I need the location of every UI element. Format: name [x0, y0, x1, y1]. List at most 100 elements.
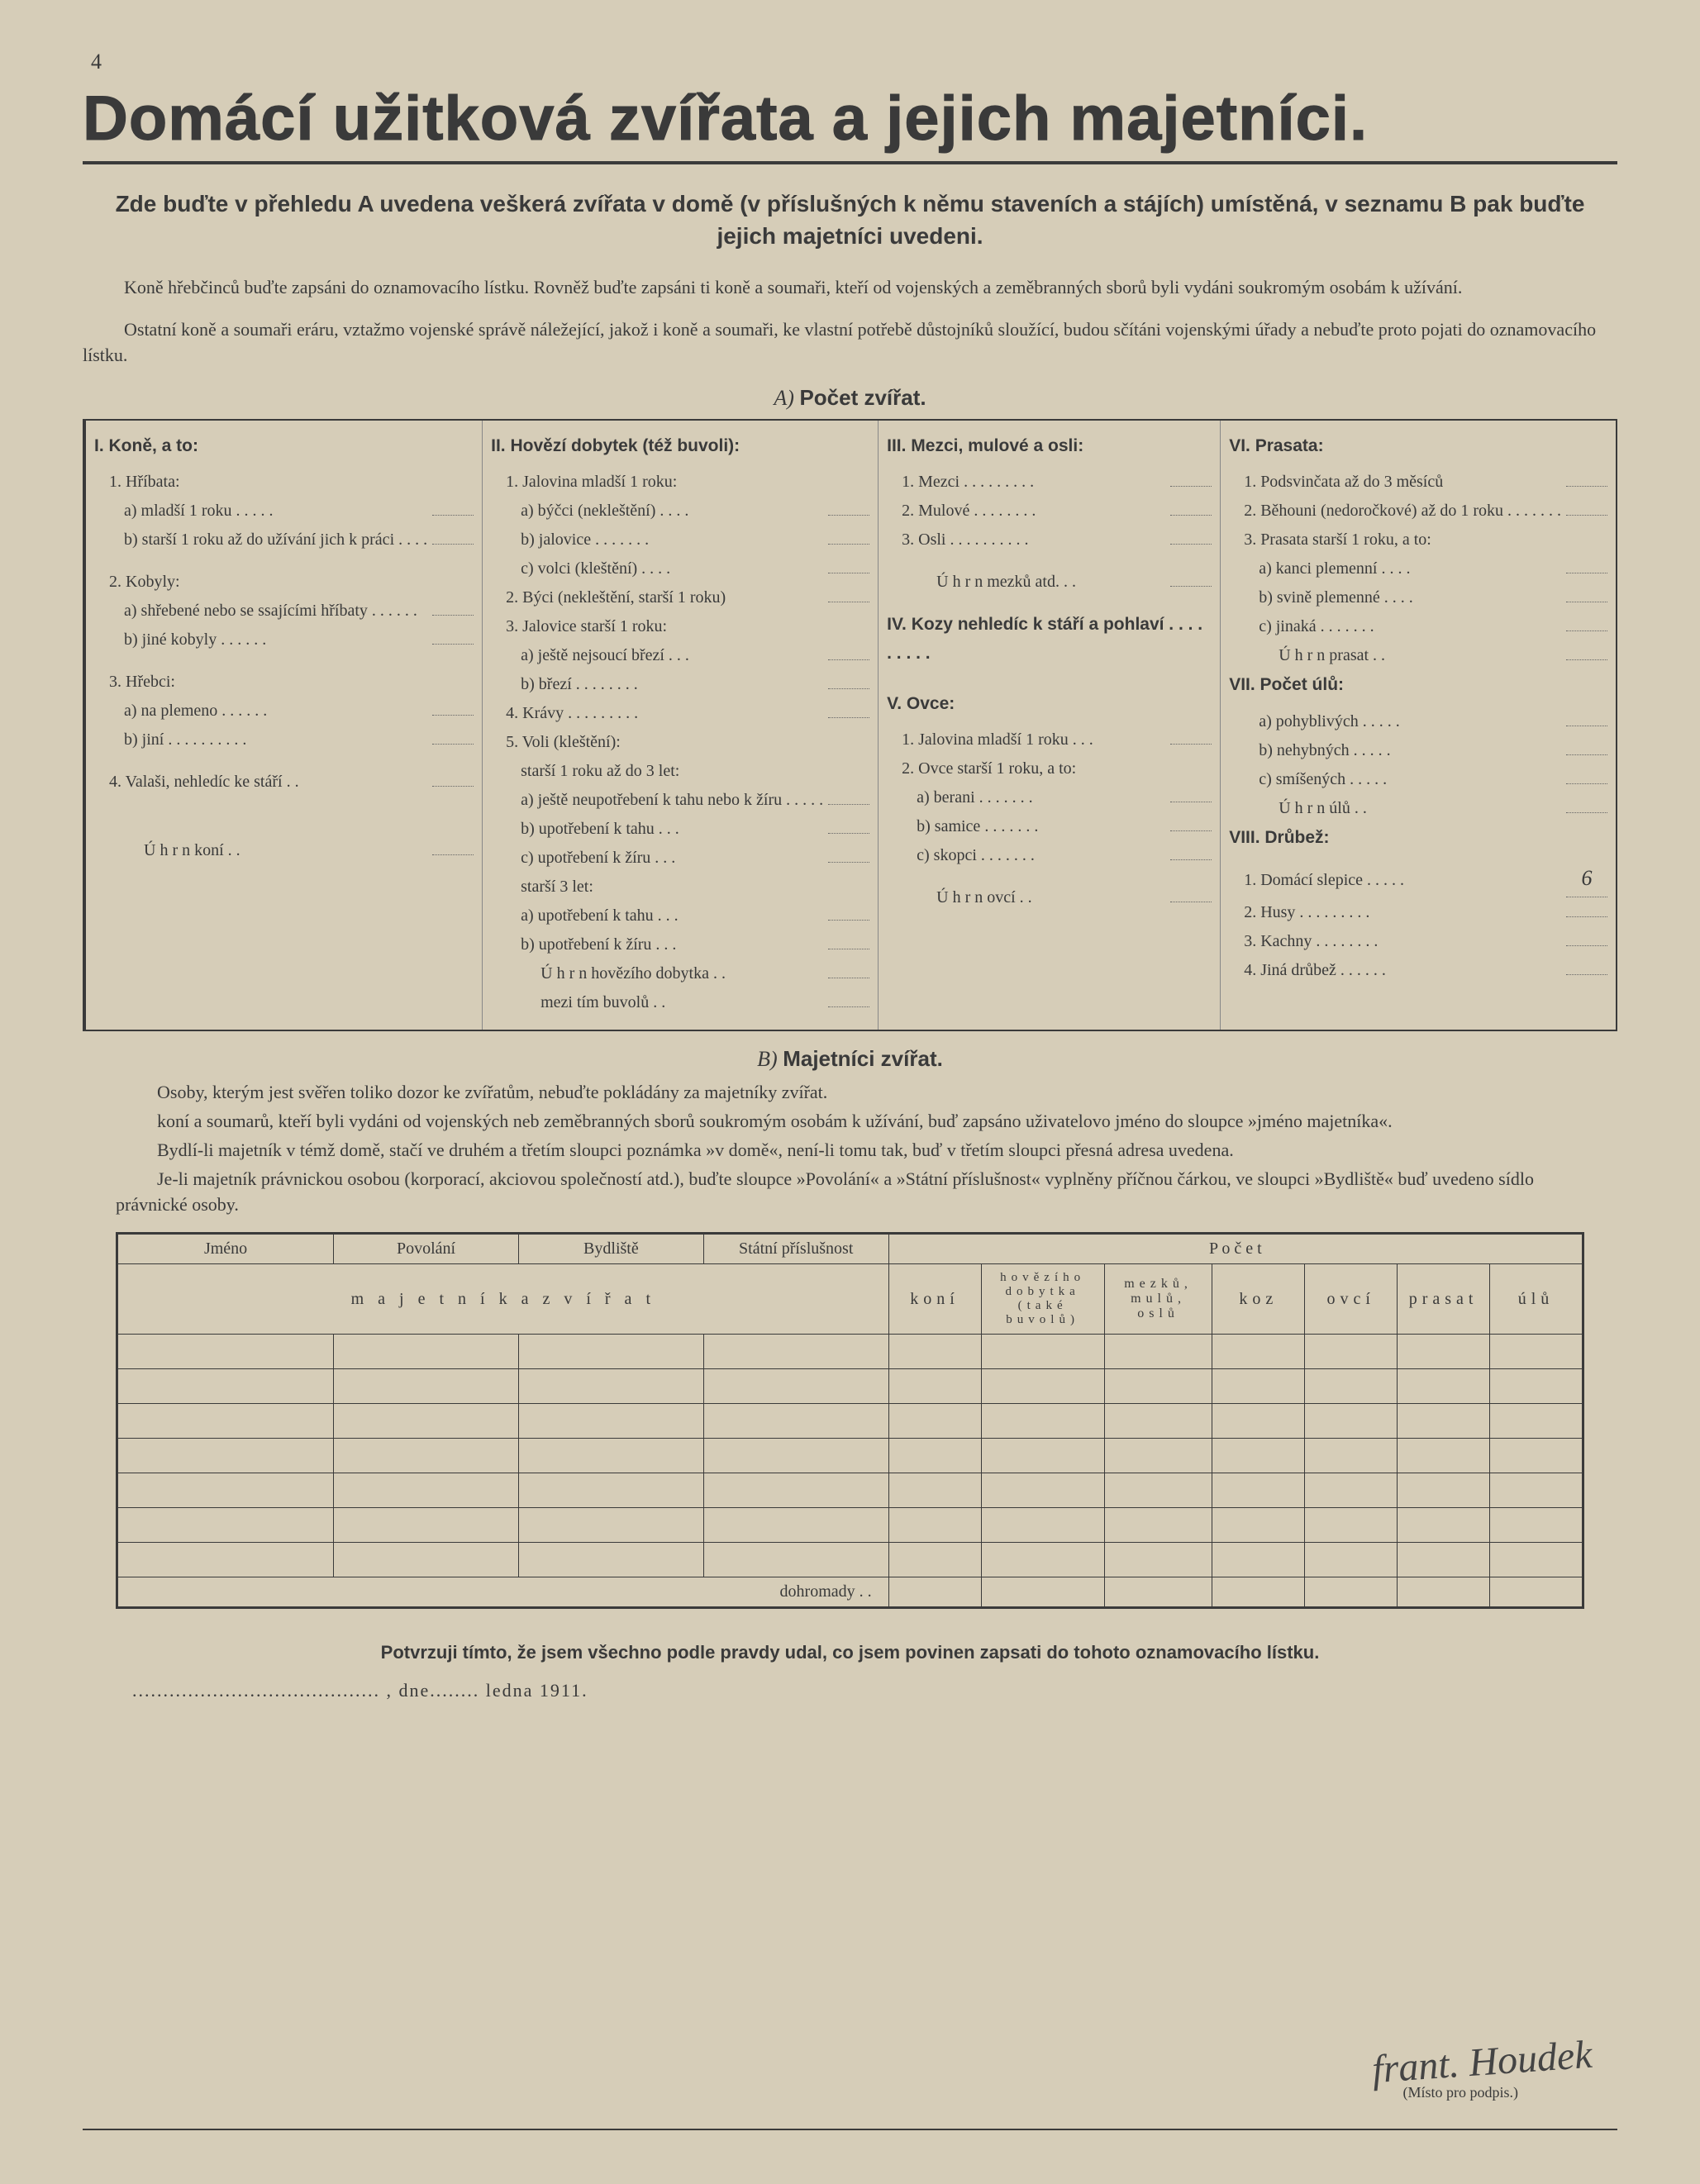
- c1g1a-v: [432, 515, 474, 516]
- c1g3b: b) jiní . . . . . . . . . .: [124, 726, 427, 754]
- c4p1: 1. Podsvinčata až do 3 měsíců: [1244, 469, 1561, 496]
- c3g3-v: [1170, 544, 1212, 545]
- th-povolani: Povolání: [334, 1235, 519, 1264]
- th-koni: koní: [888, 1264, 981, 1335]
- table-sum-row: dohromady . .: [118, 1577, 1583, 1607]
- table-row: [118, 1439, 1583, 1473]
- dateline-text: ........................................…: [132, 1680, 588, 1701]
- table-row: [118, 1335, 1583, 1369]
- col3-head: III. Mezci, mulové a osli:: [887, 432, 1212, 461]
- sum-label: dohromady . .: [118, 1577, 889, 1607]
- th-bydliste: Bydliště: [518, 1235, 703, 1264]
- c4p3: 3. Prasata starší 1 roku, a to:: [1244, 526, 1607, 554]
- section-b-header: B) Majetníci zvířat.: [83, 1046, 1617, 1072]
- owner-text-3: Bydlí-li majetník v témž domě, stačí ve …: [116, 1138, 1584, 1163]
- c4p2-v: [1566, 515, 1607, 516]
- c3tot3: Ú h r n mezků atd. . .: [936, 569, 1165, 596]
- col4-head: VI. Prasata:: [1229, 432, 1607, 461]
- c3g2-v: [1170, 515, 1212, 516]
- col2-head: II. Hovězí dobytek (též buvoli):: [491, 432, 869, 461]
- c1g1a: a) mladší 1 roku . . . . .: [124, 497, 427, 525]
- c4p1-v: [1566, 486, 1607, 487]
- col1-head: I. Koně, a to:: [94, 432, 474, 461]
- c2g5a: a) ještě neupotřebení k tahu nebo k žíru…: [521, 787, 823, 814]
- c1g3a: a) na plemeno . . . . . .: [124, 697, 427, 725]
- c4tot7-v: [1566, 812, 1607, 813]
- signature-label: (Místo pro podpis.): [1403, 2084, 1519, 2101]
- th-koz: koz: [1212, 1264, 1305, 1335]
- c3o2c: c) skopci . . . . . . .: [917, 842, 1165, 869]
- c2g5c-v: [828, 862, 869, 863]
- c4u1: a) pohyblivých . . . . .: [1259, 708, 1561, 735]
- c1g2b-v: [432, 644, 474, 645]
- c3o2: 2. Ovce starší 1 roku, a to:: [902, 755, 1212, 783]
- c4d3-v: [1566, 945, 1607, 946]
- c4u2-v: [1566, 754, 1607, 755]
- c2g1a-v: [828, 515, 869, 516]
- owner-text-4: Je-li majetník právnickou osobou (korpor…: [116, 1167, 1584, 1218]
- table-row: [118, 1543, 1583, 1577]
- th-statni: Státní příslušnost: [703, 1235, 888, 1264]
- c2g4-v: [828, 717, 869, 718]
- section-a-header: A) Počet zvířat.: [83, 385, 1617, 411]
- c4d2: 2. Husy . . . . . . . . .: [1244, 899, 1561, 926]
- c2g2: 2. Býci (nekleštění, starší 1 roku): [506, 584, 823, 611]
- dateline: ........................................…: [132, 1680, 1617, 1701]
- c1g1b-v: [432, 544, 474, 545]
- c2g4: 4. Krávy . . . . . . . . .: [506, 700, 823, 727]
- th-pocet: P o č e t: [888, 1235, 1582, 1264]
- col-cattle: II. Hovězí dobytek (též buvoli): 1. Jalo…: [482, 421, 878, 1030]
- th-hov: hovězího dobytka (také buvolů): [981, 1264, 1104, 1335]
- c4d4: 4. Jiná drůbež . . . . . .: [1244, 957, 1561, 984]
- th-prasat: prasat: [1398, 1264, 1490, 1335]
- c1total-v: [432, 854, 474, 855]
- bottom-rule: [83, 2129, 1617, 2130]
- c1g2a: a) shřebené nebo se ssajícími hříbaty . …: [124, 597, 427, 625]
- c4tot6: Ú h r n prasat . .: [1279, 642, 1561, 669]
- c4p3b: b) svině plemenné . . . .: [1259, 584, 1561, 611]
- c2g5e: b) upotřebení k žíru . . .: [521, 931, 823, 959]
- c1g2b: b) jiné kobyly . . . . . .: [124, 626, 427, 654]
- c4u3-v: [1566, 783, 1607, 784]
- c3o2c-v: [1170, 859, 1212, 860]
- section-b-name: Majetníci zvířat.: [783, 1046, 943, 1071]
- c2g5s2: starší 3 let:: [521, 873, 869, 901]
- c2g5b: b) upotřebení k tahu . . .: [521, 816, 823, 843]
- c4d2-v: [1566, 916, 1607, 917]
- animal-count-box: I. Koně, a to: 1. Hříbata: a) mladší 1 r…: [83, 419, 1617, 1032]
- c2g5: 5. Voli (kleštění):: [506, 729, 869, 756]
- c1g4: 4. Valaši, nehledíc ke stáří . .: [109, 768, 427, 796]
- table-row: [118, 1473, 1583, 1508]
- table-row: [118, 1404, 1583, 1439]
- c3tot3-v: [1170, 586, 1212, 587]
- col-horses: I. Koně, a to: 1. Hříbata: a) mladší 1 r…: [86, 421, 482, 1030]
- col3-head4: IV. Kozy nehledíc k stáří a pohlaví . . …: [887, 611, 1212, 668]
- owner-text-2: koní a soumarů, kteří byli vydáni od voj…: [116, 1109, 1584, 1135]
- table-row: [118, 1508, 1583, 1543]
- c3g1-v: [1170, 486, 1212, 487]
- c4tot7: Ú h r n úlů . .: [1279, 795, 1561, 822]
- th-span: m a j e t n í k a z v í ř a t: [118, 1264, 889, 1335]
- c3g3: 3. Osli . . . . . . . . . .: [902, 526, 1165, 554]
- th-ovci: ovcí: [1305, 1264, 1398, 1335]
- c1g1b: b) starší 1 roku až do užívání jich k pr…: [124, 526, 427, 554]
- c1g2: 2. Kobyly:: [109, 569, 474, 596]
- c4d1: 1. Domácí slepice . . . . .: [1244, 867, 1561, 894]
- c3g1: 1. Mezci . . . . . . . . .: [902, 469, 1165, 496]
- c4d3: 3. Kachny . . . . . . . .: [1244, 928, 1561, 955]
- c1g3: 3. Hřebci:: [109, 669, 474, 696]
- c2g1: 1. Jalovina mladší 1 roku:: [506, 469, 869, 496]
- th-ulu: úlů: [1490, 1264, 1583, 1335]
- c2g1c: c) volci (kleštění) . . . .: [521, 555, 823, 583]
- c4p3c: c) jinaká . . . . . . .: [1259, 613, 1561, 640]
- col3-head5: V. Ovce:: [887, 690, 1212, 719]
- c1g4-v: [432, 786, 474, 787]
- c3o1-v: [1170, 744, 1212, 745]
- c4p3a: a) kanci plemenní . . . .: [1259, 555, 1561, 583]
- c2g5a-v: [828, 804, 869, 805]
- owner-text-1: Osoby, kterým jest svěřen toliko dozor k…: [116, 1080, 1584, 1106]
- c1g2a-v: [432, 615, 474, 616]
- c3o2b: b) samice . . . . . . .: [917, 813, 1165, 840]
- th-jmeno: Jméno: [118, 1235, 334, 1264]
- c2g5b-v: [828, 833, 869, 834]
